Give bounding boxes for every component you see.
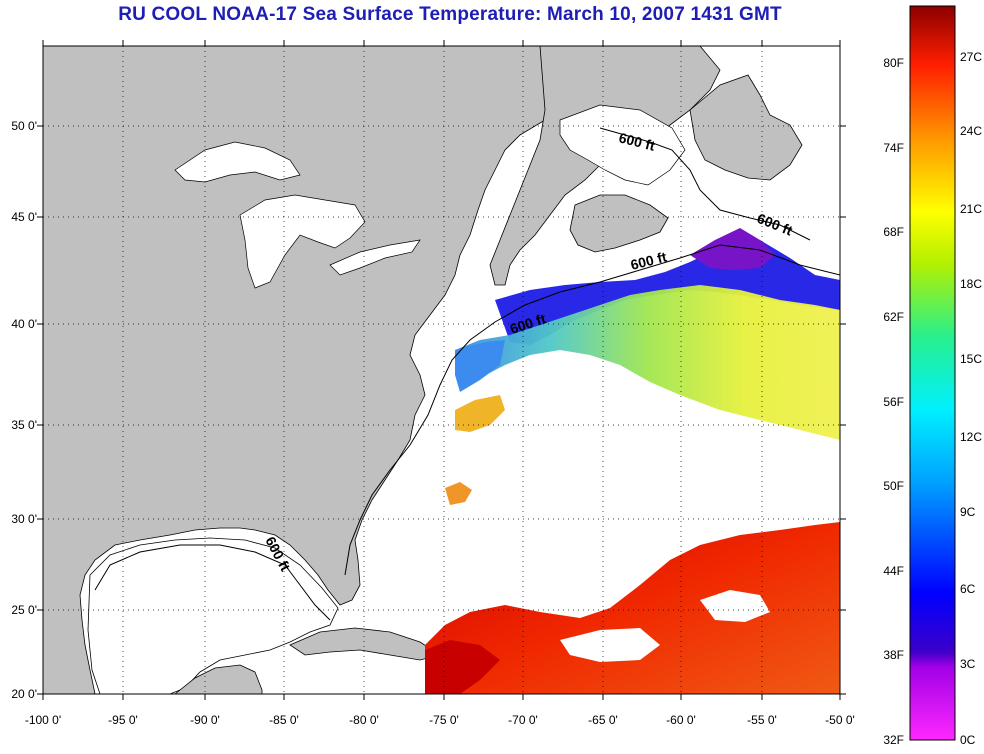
colorbar-label-c: 3C xyxy=(960,657,976,671)
land-north-america xyxy=(43,46,601,694)
colorbar-label-f: 44F xyxy=(883,564,904,578)
colorbar-label-f: 74F xyxy=(883,141,904,155)
colorbar-label-c: 24C xyxy=(960,124,982,138)
isobath-600ft xyxy=(344,244,840,576)
colorbar-label-c: 21C xyxy=(960,202,982,216)
colorbar-label-c: 15C xyxy=(960,352,982,366)
colorbar-label-c: 12C xyxy=(960,430,982,444)
colorbar-ticks: 80F 74F 68F 62F 56F 50F 44F 38F 32F 27C 24C 21C 18C 1… xyxy=(883,50,982,747)
axis-ticks: -100 0' -95 0' -90 0' -85 0' -80 0' -75 0' -70… xyxy=(11,40,855,727)
lon-label: -55 0' xyxy=(747,713,777,727)
colorbar-label-f: 62F xyxy=(883,310,904,324)
graticule xyxy=(43,46,840,694)
lon-label: -70 0' xyxy=(508,713,538,727)
colorbar-label-f: 50F xyxy=(883,479,904,493)
lake-superior xyxy=(174,141,301,183)
lat-label: 35 0' xyxy=(11,418,37,432)
colorbar-label-c: 27C xyxy=(960,50,982,64)
colorbar-label-f: 68F xyxy=(883,225,904,239)
lat-label: 20 0' xyxy=(11,687,37,701)
colorbar-gradient xyxy=(909,5,956,741)
lake-erie-ontario xyxy=(329,239,421,276)
lon-label: -90 0' xyxy=(190,713,220,727)
land-nova-scotia xyxy=(569,194,669,253)
colorbar-label-f: 38F xyxy=(883,648,904,662)
map-title: RU COOL NOAA-17 Sea Surface Temperature:… xyxy=(118,4,782,25)
cloud-gap xyxy=(560,628,660,662)
lon-label: -75 0' xyxy=(429,713,459,727)
colorbar-label-f: 32F xyxy=(883,733,904,747)
colorbar-label-c: 6C xyxy=(960,582,976,596)
colorbar-label-f: 56F xyxy=(883,395,904,409)
isobath-600ft xyxy=(94,544,331,621)
lon-label: -85 0' xyxy=(269,713,299,727)
lon-label: -60 0' xyxy=(666,713,696,727)
isobath-600ft xyxy=(599,127,811,241)
sst-warm-patch-35 xyxy=(455,395,505,432)
colorbar-label-f: 80F xyxy=(883,56,904,70)
colorbar-label-c: 0C xyxy=(960,733,976,747)
lon-label: -50 0' xyxy=(825,713,855,727)
lon-label: -100 0' xyxy=(25,713,61,727)
lon-label: -80 0' xyxy=(349,713,379,727)
sst-coldest xyxy=(690,228,775,270)
colorbar-label-c: 18C xyxy=(960,277,982,291)
sst-north-coast-band xyxy=(455,340,505,392)
colorbar-label-c: 9C xyxy=(960,505,976,519)
lat-label: 30 0' xyxy=(11,512,37,526)
lake-michigan-huron xyxy=(239,194,366,289)
lat-label: 50 0' xyxy=(11,119,37,133)
gulf-of-mexico xyxy=(87,537,339,694)
lon-label: -95 0' xyxy=(108,713,138,727)
lat-label: 40 0' xyxy=(11,317,37,331)
lon-label: -65 0' xyxy=(588,713,618,727)
gulf-st-lawrence xyxy=(559,104,686,186)
plot-border xyxy=(42,45,841,695)
land-newfoundland xyxy=(689,74,803,181)
land-yucatan xyxy=(174,664,263,694)
sst-south-warm xyxy=(425,522,840,694)
lat-label: 45 0' xyxy=(11,210,37,224)
cloud-gap xyxy=(700,590,770,622)
sst-south-warmest xyxy=(425,640,500,694)
lat-label: 25 0' xyxy=(11,603,37,617)
sst-warm-patch-31 xyxy=(445,482,472,505)
